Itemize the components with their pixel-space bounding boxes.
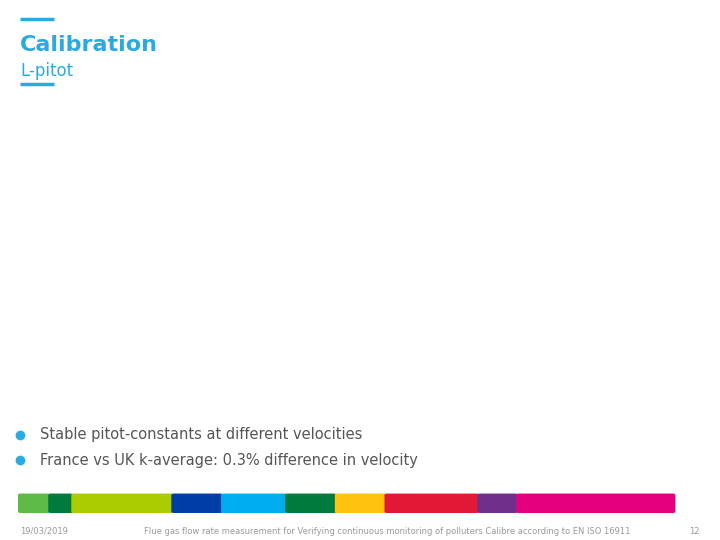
Text: L-pitot: L-pitot [20,62,73,80]
FancyBboxPatch shape [285,494,336,513]
FancyBboxPatch shape [477,494,518,513]
Text: 19/03/2019: 19/03/2019 [20,526,68,536]
FancyBboxPatch shape [18,494,50,513]
FancyBboxPatch shape [384,494,479,513]
FancyBboxPatch shape [516,494,675,513]
Text: Calibration: Calibration [20,35,158,55]
FancyBboxPatch shape [71,494,173,513]
Text: Stable pitot-constants at different velocities: Stable pitot-constants at different velo… [40,427,362,442]
FancyBboxPatch shape [221,494,287,513]
Text: Flue gas flow rate measurement for Verifying continuous monitoring of polluters : Flue gas flow rate measurement for Verif… [144,526,631,536]
FancyBboxPatch shape [48,494,73,513]
FancyBboxPatch shape [335,494,386,513]
FancyBboxPatch shape [171,494,222,513]
Text: 12: 12 [689,526,700,536]
Text: France vs UK k-average: 0.3% difference in velocity: France vs UK k-average: 0.3% difference … [40,453,418,468]
